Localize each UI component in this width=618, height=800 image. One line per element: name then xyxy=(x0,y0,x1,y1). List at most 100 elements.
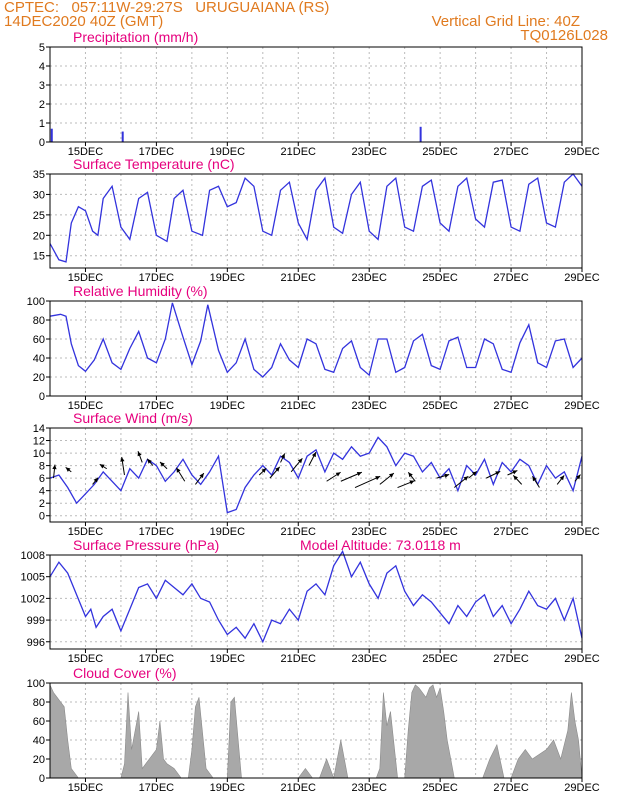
wind-vector-head xyxy=(275,466,280,472)
wind-vector-head xyxy=(513,475,518,481)
pressure-xtick-label: 25DEC xyxy=(422,653,458,665)
precip-xtick-label: 15DEC xyxy=(68,146,104,158)
rh-xtick-label: 19DEC xyxy=(210,400,246,412)
grid-line-note: Vertical Grid Line: 40Z xyxy=(431,13,580,30)
rh-xtick-label: 23DEC xyxy=(351,400,387,412)
wind-vector-head xyxy=(120,457,125,462)
temp-ytick-label: 20 xyxy=(33,230,45,242)
wind-xtick-label: 25DEC xyxy=(422,526,458,538)
run-datetime: 14DEC2020 40Z (GMT) xyxy=(4,13,164,30)
rh-xtick-label: 21DEC xyxy=(281,400,317,412)
wind-frame xyxy=(49,427,583,523)
pressure-ytick-label: 1008 xyxy=(21,550,45,562)
temp-ytick-label: 25 xyxy=(33,210,45,222)
temp-xtick-label: 27DEC xyxy=(493,272,529,284)
cloud-xtick-label: 25DEC xyxy=(422,782,458,794)
wind-vector-head xyxy=(375,476,381,481)
pressure-xtick-label: 15DEC xyxy=(68,653,104,665)
wind-vector-head xyxy=(160,462,165,467)
rh-ytick-label: 80 xyxy=(33,315,45,327)
pressure-title: Surface Pressure (hPa) xyxy=(73,537,219,553)
temp-ytick-label: 15 xyxy=(33,251,45,263)
wind-xtick-label: 17DEC xyxy=(139,526,175,538)
precip-xtick-label: 27DEC xyxy=(493,146,529,158)
temp-xtick-label: 29DEC xyxy=(564,272,600,284)
precip-ytick-label: 3 xyxy=(39,80,45,92)
wind-xtick-label: 29DEC xyxy=(564,526,600,538)
wind-xtick-label: 19DEC xyxy=(210,526,246,538)
wind-vector-head xyxy=(532,476,537,482)
cloud-xtick-label: 19DEC xyxy=(210,782,246,794)
precip-ytick-label: 2 xyxy=(39,99,45,111)
cloud-ytick-label: 20 xyxy=(33,754,45,766)
rh-ytick-label: 40 xyxy=(33,353,45,365)
wind-xtick-label: 23DEC xyxy=(351,526,387,538)
pressure-subtitle: Model Altitude: 73.0118 m xyxy=(300,537,461,553)
temp-title: Surface Temperature (nC) xyxy=(73,156,235,172)
precip-xtick-label: 23DEC xyxy=(351,146,387,158)
wind-ytick-label: 12 xyxy=(33,436,45,448)
rh-series-line xyxy=(49,302,583,378)
rh-xtick-label: 25DEC xyxy=(422,400,458,412)
pressure-ytick-label: 996 xyxy=(27,637,45,649)
pressure-xtick-label: 29DEC xyxy=(564,653,600,665)
wind-vector-head xyxy=(93,477,99,483)
wind-vector-head xyxy=(65,467,71,472)
precip-frame xyxy=(49,46,583,143)
precip-ytick-label: 1 xyxy=(39,118,45,130)
wind-vector-head xyxy=(199,473,204,479)
cloud-title: Cloud Cover (%) xyxy=(73,665,176,681)
temp-xtick-label: 19DEC xyxy=(210,272,246,284)
temp-xtick-label: 15DEC xyxy=(68,272,104,284)
wind-vector-head xyxy=(297,458,303,464)
rh-xtick-label: 17DEC xyxy=(139,400,175,412)
station-header: CPTEC: 057:11W-29:27S URUGUAIANA (RS) xyxy=(4,0,330,16)
cloud-xtick-label: 17DEC xyxy=(139,782,175,794)
wind-ytick-label: 10 xyxy=(33,448,45,460)
temp-xtick-label: 25DEC xyxy=(422,272,458,284)
wind-vector-head xyxy=(576,474,581,480)
pressure-xtick-label: 27DEC xyxy=(493,653,529,665)
cloud-ytick-label: 40 xyxy=(33,735,45,747)
precip-xtick-label: 25DEC xyxy=(422,146,458,158)
pressure-ytick-label: 1002 xyxy=(21,593,45,605)
rh-xtick-label: 29DEC xyxy=(564,400,600,412)
wind-vector-head xyxy=(495,471,501,476)
wind-vector-head xyxy=(176,467,181,473)
wind-vector-head xyxy=(409,480,415,485)
precip-xtick-label: 29DEC xyxy=(564,146,600,158)
wind-vector-head xyxy=(311,452,316,458)
precip-ytick-label: 5 xyxy=(39,42,45,54)
temp-xtick-label: 17DEC xyxy=(139,272,175,284)
precip-xtick-label: 19DEC xyxy=(210,146,246,158)
wind-vector-head xyxy=(137,451,142,457)
wind-vector-head xyxy=(52,464,57,470)
cloud-ytick-label: 0 xyxy=(39,773,45,785)
wind-vector-head xyxy=(99,464,105,469)
wind-vector-head xyxy=(559,475,565,481)
wind-xtick-label: 15DEC xyxy=(68,526,104,538)
wind-vector-head xyxy=(280,453,285,459)
rh-frame xyxy=(49,300,583,397)
wind-ytick-label: 4 xyxy=(39,486,45,498)
wind-ytick-label: 6 xyxy=(39,473,45,485)
temp-series-line xyxy=(49,173,583,263)
rh-xtick-label: 27DEC xyxy=(493,400,529,412)
temp-xtick-label: 21DEC xyxy=(281,272,317,284)
cloud-area xyxy=(49,684,583,780)
wind-vector-head xyxy=(512,470,518,475)
wind-vector-head xyxy=(463,476,469,481)
wind-vector-head xyxy=(335,472,341,477)
precip-xtick-label: 17DEC xyxy=(139,146,175,158)
wind-vector-head xyxy=(389,473,394,478)
wind-ytick-label: 0 xyxy=(39,511,45,523)
cloud-xtick-label: 27DEC xyxy=(493,782,529,794)
wind-xtick-label: 21DEC xyxy=(281,526,317,538)
rh-ytick-label: 60 xyxy=(33,334,45,346)
pressure-xtick-label: 17DEC xyxy=(139,653,175,665)
temp-ytick-label: 35 xyxy=(33,169,45,181)
wind-series-line xyxy=(49,436,583,514)
cloud-ytick-label: 60 xyxy=(33,716,45,728)
wind-vector-head xyxy=(147,458,152,464)
